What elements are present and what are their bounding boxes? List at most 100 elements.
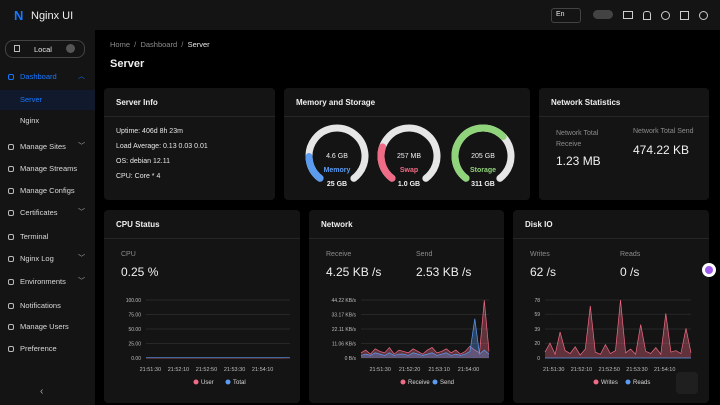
x-tick-label: 21:53:30 <box>626 367 647 373</box>
card-title: Server Info <box>116 98 158 107</box>
card: Server Info Uptime: 406d 8h 23m Load Ave… <box>104 88 275 200</box>
x-tick-label: 21:52:50 <box>196 367 217 373</box>
divider <box>104 116 275 117</box>
gauge-progress <box>305 124 369 188</box>
menu-item[interactable]: Notifications <box>0 296 95 316</box>
icon-button[interactable] <box>680 11 689 20</box>
menu-label: Preference <box>20 344 57 353</box>
menu-label: Server <box>20 95 43 104</box>
collapse-button[interactable]: ‹ <box>40 386 44 397</box>
gauge-used: 4.6 GB <box>326 153 348 160</box>
theme-switch[interactable] <box>593 10 613 19</box>
icon-button[interactable] <box>661 11 670 20</box>
floating-icon <box>705 266 713 274</box>
card: CPU Status CPU 0.25 % 0.00 25.00 50.00 75.0… <box>104 210 300 403</box>
breadcrumb-item[interactable]: Dashboard <box>140 40 178 49</box>
legend-marker <box>225 379 231 385</box>
gauge-total: 1.0 GB <box>398 181 420 188</box>
menu-item[interactable]: Preference <box>0 339 95 359</box>
icon-button[interactable] <box>623 11 633 19</box>
y-tick-label: 75.00 <box>128 313 141 319</box>
legend-label: Send <box>440 380 454 386</box>
x-tick-label: 21:52:10 <box>168 367 189 373</box>
brand: Nginx UI <box>31 10 74 22</box>
y-tick-label: 59 <box>534 312 540 318</box>
stat-value: 4.25 KB /s <box>326 265 382 279</box>
breadcrumb: Home / Dashboard / Server <box>110 40 210 49</box>
menu-label: Nginx <box>20 116 40 125</box>
logo-icon: N <box>14 8 24 23</box>
x-tick-label: 21:51:30 <box>543 367 564 373</box>
stat-value: 1.23 MB <box>556 154 601 168</box>
gauge-used: 257 MB <box>397 153 421 160</box>
language-select[interactable]: En <box>551 8 581 23</box>
menu-item[interactable]: Manage Configs <box>0 181 95 201</box>
node-icon <box>14 45 20 52</box>
y-tick-label: 11.06 KB/s <box>332 341 357 347</box>
y-tick-label: 25.00 <box>128 342 141 348</box>
node-label: Local <box>34 45 52 54</box>
watermark-logo <box>676 372 698 394</box>
menu-label: Terminal <box>20 232 49 241</box>
menu-item[interactable]: Manage Users <box>0 317 95 337</box>
stat-label: Reads <box>620 251 641 258</box>
menu-label: Certificates <box>20 208 58 217</box>
menu-label: Manage Sites <box>20 142 66 151</box>
legend-label: User <box>201 380 214 386</box>
sidebar: N Nginx UI Local Dashboard ︿ Server Nginx… <box>0 0 95 405</box>
y-tick-label: 78 <box>534 298 540 304</box>
stat-value: 0 /s <box>620 265 640 279</box>
y-tick-label: 39 <box>534 327 540 333</box>
series-line <box>360 318 490 356</box>
card-title: Memory and Storage <box>296 98 376 107</box>
divider <box>104 238 300 239</box>
node-selector[interactable]: Local <box>5 40 85 58</box>
menu-item[interactable]: Manage Sites ﹀ <box>0 137 95 157</box>
stat-label: Receive <box>326 251 352 258</box>
gauge-name: Swap <box>400 167 418 174</box>
stat-value: 2.53 KB /s <box>416 265 472 279</box>
legend-label: Total <box>233 380 246 386</box>
menu-item[interactable]: Manage Streams <box>0 159 95 179</box>
divider <box>513 238 709 239</box>
stat-label: CPU <box>121 251 136 258</box>
menu-item[interactable]: Terminal <box>0 227 95 247</box>
icon-button[interactable] <box>699 11 708 20</box>
gauge-total: 25 GB <box>327 181 347 188</box>
menu-item[interactable]: Nginx Log ﹀ <box>0 249 95 269</box>
legend-marker <box>400 379 406 385</box>
menu-label: Manage Users <box>20 322 69 331</box>
info-line: Uptime: 406d 8h 23m <box>116 128 183 135</box>
menu-label: Notifications <box>20 301 61 310</box>
stat-value: 474.22 KB <box>633 143 690 157</box>
menu-label: Nginx Log <box>20 254 54 263</box>
chart: 0.00 25.00 50.00 75.00 100.00 21:51:30 21:52:1… <box>126 298 291 386</box>
floating-button[interactable] <box>702 263 716 277</box>
card-title: Network <box>321 220 353 229</box>
menu-label: Manage Configs <box>20 186 75 195</box>
menu-item[interactable]: Nginx <box>0 111 95 131</box>
page-title: Server <box>110 58 145 70</box>
gauges: 4.6 GB Memory 25 GB 257 MB Swap 1.0 GB 205 GB S… <box>305 124 515 188</box>
x-tick-label: 21:51:30 <box>369 367 390 373</box>
legend-marker <box>593 379 599 385</box>
card-title: Network Statistics <box>551 98 621 107</box>
gauge-progress <box>451 124 515 188</box>
menu-item[interactable]: Certificates ﹀ <box>0 203 95 223</box>
card: Disk IO Writes 62 /s Reads 0 /s 0 20 39 59 7… <box>513 210 709 403</box>
x-tick-label: 21:52:20 <box>399 367 420 373</box>
y-tick-label: 0.00 <box>131 356 141 362</box>
info-line: OS: debian 12.11 <box>116 158 170 165</box>
x-tick-label: 21:51:30 <box>140 367 161 373</box>
icon-button[interactable] <box>643 11 651 20</box>
card: Network Statistics Network Total Receive… <box>539 88 709 200</box>
breadcrumb-item[interactable]: Home <box>110 40 131 49</box>
menu-item[interactable]: Environments ﹀ <box>0 272 95 292</box>
y-tick-label: 44.22 KB/s <box>332 298 357 304</box>
menu-label: Dashboard <box>20 72 57 81</box>
menu-item-selected[interactable]: Server <box>0 90 95 110</box>
series-line <box>544 299 692 356</box>
node-action[interactable] <box>66 44 75 53</box>
y-tick-label: 33.17 KB/s <box>332 312 357 318</box>
menu-item[interactable]: Dashboard ︿ <box>0 67 95 87</box>
